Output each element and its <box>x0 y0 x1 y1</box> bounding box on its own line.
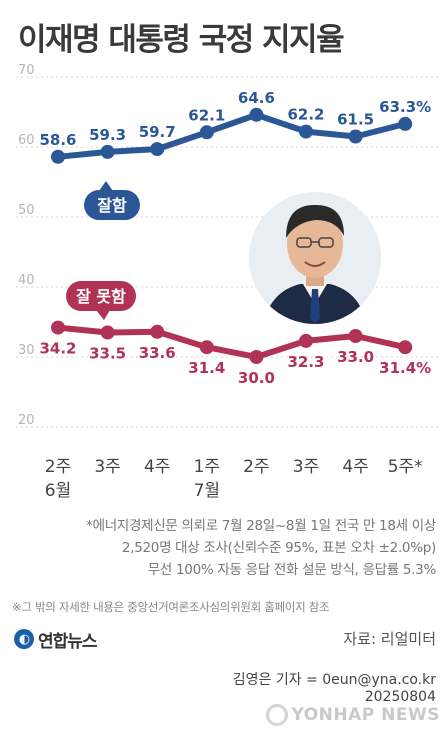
data-label: 33.5 <box>89 345 126 363</box>
series-tag-pointer <box>99 181 113 191</box>
data-label: 58.6 <box>39 131 76 149</box>
x-tick-label: 2주 <box>243 457 269 477</box>
data-label: 31.4 <box>188 359 225 377</box>
data-point <box>199 125 214 140</box>
y-tick-label: 70 <box>18 63 35 78</box>
watermark-logo-icon <box>265 704 288 726</box>
y-tick-label: 50 <box>18 203 35 218</box>
series-tag-pointer <box>96 310 110 320</box>
data-label: 64.6 <box>238 89 275 107</box>
data-point <box>299 124 313 139</box>
data-label: 33.0 <box>337 348 374 366</box>
data-point <box>150 142 165 157</box>
data-label: 62.2 <box>287 106 324 124</box>
survey-note-line-2: 2,520명 대상 조사(신뢰수준 95%, 표본 오차 ±2.0%p) <box>121 540 436 556</box>
watermark-text: YONHAP NEWS <box>291 705 440 725</box>
series-line-2 <box>55 324 409 360</box>
yonhap-logo-icon: ◐ <box>14 629 34 649</box>
data-label: 63.3% <box>379 98 431 116</box>
y-tick-label: 60 <box>18 133 35 148</box>
y-axis-ticks: 20 30 40 50 60 70 <box>18 63 35 428</box>
byline: 김영은 기자 = 0eun@yna.co.kr 20250804 <box>233 672 436 706</box>
data-label: 59.7 <box>139 123 176 141</box>
series-tag: 잘함 <box>84 181 140 220</box>
source-text: 자료: 리얼미터 <box>343 630 436 648</box>
data-point <box>398 340 413 355</box>
survey-note-line-3: 무선 100% 자동 응답 전화 설문 방식, 응답률 5.3% <box>147 562 437 578</box>
series-name-label: 잘 못함 <box>76 287 126 306</box>
x-axis-labels: 2주 6월 3주 4주 1주 7월 2주 3주 4주 5주* <box>45 457 423 501</box>
data-point <box>348 129 363 144</box>
survey-note-line-1: *에너지경제신문 의뢰로 7월 28일~8월 1일 전국 만 18세 이상 <box>86 518 436 534</box>
data-point <box>249 107 264 122</box>
series-name-label: 잘함 <box>97 196 127 215</box>
x-tick-label: 1주 <box>194 457 220 477</box>
x-tick-label: 3주 <box>94 457 120 477</box>
data-point <box>51 149 65 164</box>
x-tick-label: 5주* <box>388 457 423 477</box>
y-tick-label: 20 <box>18 413 35 428</box>
data-label: 61.5 <box>337 111 374 129</box>
data-point <box>299 333 313 348</box>
data-point <box>51 320 65 335</box>
x-tick-label: 7월 <box>194 481 220 501</box>
data-labels: 58.6 59.3 59.7 62.1 64.6 62.2 61.5 63.3% 34.2 33.… <box>39 89 431 387</box>
publish-date: 20250804 <box>364 689 436 705</box>
y-tick-label: 30 <box>18 343 35 358</box>
series-name-tags: 잘함잘 못함 <box>66 181 140 320</box>
yonhap-logo: ◐ 연합뉴스 <box>14 626 98 652</box>
data-label: 31.4% <box>379 359 431 377</box>
data-label: 59.3 <box>89 126 126 144</box>
data-label: 33.6 <box>139 344 176 362</box>
line-chart: 20 30 40 50 60 70 58.6 59.3 59.7 62.1 64.6 62.2 61.… <box>16 63 438 501</box>
reporter-credit: 김영은 기자 = 0eun@yna.co.kr <box>232 672 436 688</box>
president-portrait <box>249 192 381 324</box>
chart-title: 이재명 대통령 국정 지지율 <box>18 22 345 58</box>
series-lines <box>51 107 413 364</box>
x-tick-label: 4주 <box>144 457 170 477</box>
series-tag: 잘 못함 <box>66 281 136 320</box>
data-point <box>100 144 115 159</box>
logo-text: 연합뉴스 <box>38 631 98 652</box>
data-label: 34.2 <box>39 340 76 358</box>
x-tick-label: 6월 <box>45 481 71 501</box>
x-tick-label: 3주 <box>293 457 319 477</box>
series-tag-background <box>84 190 140 220</box>
data-point <box>150 324 165 339</box>
data-point <box>398 116 413 131</box>
series-line-1 <box>55 111 409 160</box>
series-tag-background <box>66 281 136 311</box>
reference-note: ※그 밖의 자세한 내용은 중앙선거여론조사심의위원회 홈페이지 참조 <box>12 600 330 614</box>
x-tick-label: 4주 <box>342 457 368 477</box>
data-point <box>100 325 115 340</box>
data-label: 62.1 <box>188 106 225 124</box>
data-point <box>199 340 214 355</box>
x-tick-label: 2주 <box>45 457 71 477</box>
data-label: 30.0 <box>238 369 275 387</box>
y-tick-label: 40 <box>18 273 35 288</box>
data-point <box>249 350 264 364</box>
data-label: 32.3 <box>287 353 324 371</box>
watermark: YONHAP NEWS <box>265 704 440 726</box>
data-point <box>348 329 363 343</box>
